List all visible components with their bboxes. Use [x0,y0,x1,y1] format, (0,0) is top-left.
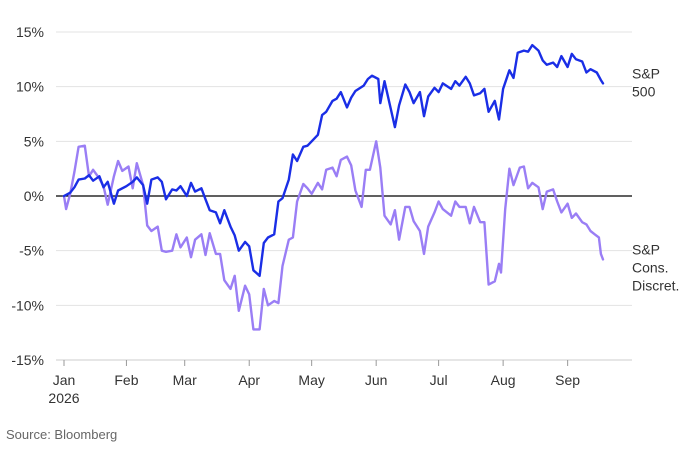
x-tick-label: Aug [491,372,516,388]
x-tick-label: Sep [555,372,580,388]
x-tick-label: Jan [53,372,76,388]
y-tick-label: -10% [11,297,44,313]
gridlines [56,31,632,361]
y-tick-label: 5% [24,133,44,149]
source-note: Source: Bloomberg [6,427,118,442]
series-label-line: S&P [632,241,660,257]
series-line [62,43,605,277]
y-axis-ticks: 15% 10% 5% 0% -5% -10% -15% [11,24,44,368]
y-tick-label: 10% [16,79,44,95]
x-tick-label: Apr [238,372,260,388]
x-tick-label: Jul [430,372,448,388]
y-tick-label: -15% [11,352,44,368]
series-label-line: 500 [632,83,656,99]
x-tick-label: May [298,372,324,388]
x-tick-label: Jun [365,372,388,388]
series-line [62,140,605,331]
series-labels: S&P 500 S&P Cons. Discret. [632,65,679,293]
series-label-line: Discret. [632,277,679,293]
x-tick-label: Mar [173,372,197,388]
x-tick-label: Feb [114,372,138,388]
x-tick-sublabel: 2026 [48,390,79,406]
x-axis-ticks: Jan 2026 Feb Mar Apr May Jun Jul Aug Sep [48,360,580,406]
series-label: S&P 500 [632,65,660,99]
y-tick-label: -5% [19,243,44,259]
series-lines [62,43,605,331]
series-label: S&P Cons. Discret. [632,241,679,293]
y-tick-label: 15% [16,24,44,40]
y-tick-label: 0% [24,188,44,204]
series-label-line: Cons. [632,259,669,275]
series-label-line: S&P [632,65,660,81]
